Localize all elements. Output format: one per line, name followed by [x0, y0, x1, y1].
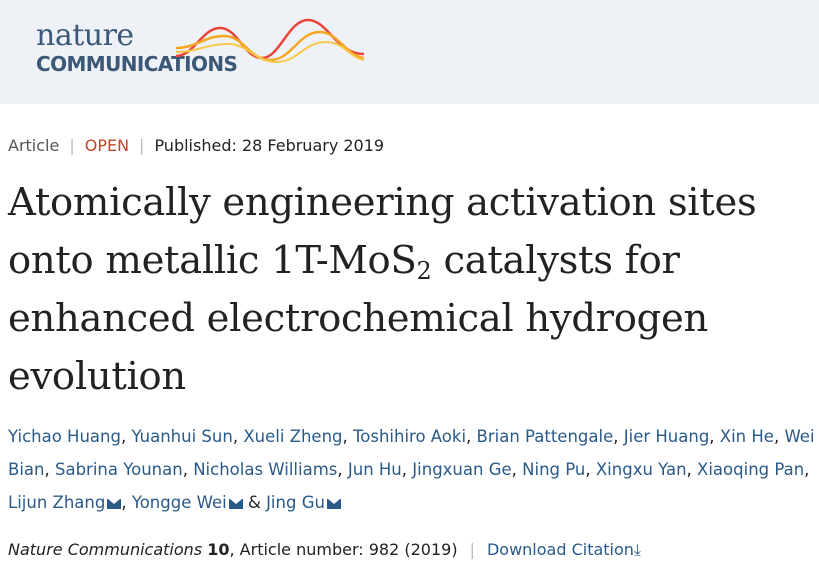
- title-subscript: 2: [416, 257, 432, 285]
- mail-icon[interactable]: [326, 499, 341, 509]
- author-link[interactable]: Ning Pu: [522, 460, 586, 479]
- author-link[interactable]: Brian Pattengale: [476, 427, 614, 446]
- author-link[interactable]: Jingxuan Ge: [412, 460, 512, 479]
- citation-line: Nature Communications 10, Article number…: [8, 540, 641, 560]
- download-icon: ⤓: [633, 540, 641, 559]
- download-citation-link[interactable]: Download Citation⤓: [487, 540, 641, 559]
- meta-separator: |: [69, 136, 75, 155]
- logo-wave-icon: [176, 18, 365, 64]
- author-link[interactable]: Lijun Zhang: [8, 493, 106, 512]
- author-link[interactable]: Xin He: [719, 427, 774, 446]
- volume-number: 10: [207, 540, 230, 559]
- author-link[interactable]: Yichao Huang: [8, 427, 121, 446]
- journal-name: Nature Communications: [8, 540, 203, 559]
- article-type: Article: [8, 136, 60, 155]
- nature-communications-logo[interactable]: nature COMMUNICATIONS: [36, 14, 366, 84]
- author-link[interactable]: Yuanhui Sun: [131, 427, 233, 446]
- mail-icon[interactable]: [228, 499, 243, 509]
- author-link[interactable]: Toshihiro Aoki: [353, 427, 467, 446]
- author-link[interactable]: Jun Hu: [347, 460, 402, 479]
- logo-nature-text: nature: [36, 18, 134, 53]
- published-date: Published: 28 February 2019: [154, 136, 385, 155]
- site-header: nature COMMUNICATIONS: [0, 0, 819, 104]
- meta-separator: |: [139, 136, 145, 155]
- author-list: Yichao Huang, Yuanhui Sun, Xueli Zheng, …: [8, 427, 815, 512]
- article-title: Atomically engineering activation sites …: [8, 174, 808, 406]
- author-link[interactable]: Sabrina Younan: [54, 460, 183, 479]
- logo-communications-text: COMMUNICATIONS: [36, 52, 238, 76]
- author-link[interactable]: Xingxu Yan: [595, 460, 687, 479]
- open-access-badge: OPEN: [84, 136, 130, 155]
- mail-icon[interactable]: [107, 499, 122, 509]
- author-link[interactable]: Yongge Wei: [131, 493, 227, 512]
- download-citation-label: Download Citation: [486, 540, 634, 559]
- author-link[interactable]: Xueli Zheng: [243, 427, 343, 446]
- author-link[interactable]: Xiaoqing Pan: [697, 460, 805, 479]
- author-link[interactable]: Jier Huang: [623, 427, 710, 446]
- title-part2: catalysts for enhanced electrochemical h…: [8, 238, 708, 399]
- author-link[interactable]: Wei Bian: [8, 427, 815, 479]
- article-number: , Article number: 982 (2019): [229, 540, 458, 559]
- author-link[interactable]: Nicholas Williams: [193, 460, 338, 479]
- author-link[interactable]: Jing Gu: [266, 493, 325, 512]
- article-meta: Article | OPEN | Published: 28 February 2019: [8, 136, 384, 155]
- title-part1: Atomically engineering activation sites …: [8, 180, 757, 283]
- citation-separator: |: [469, 540, 475, 559]
